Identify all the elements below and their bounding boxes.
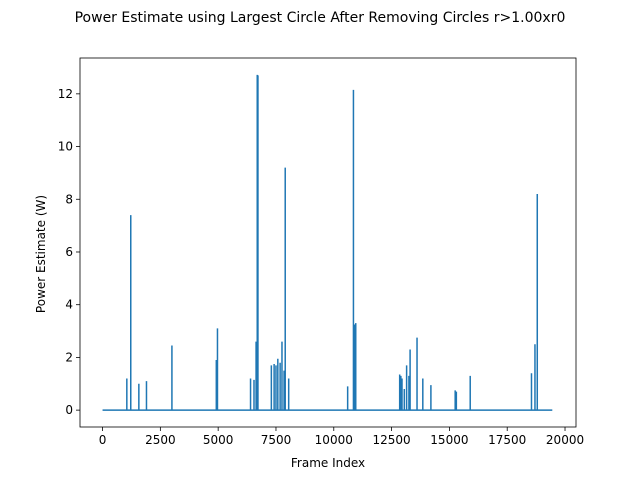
y-tick-label: 10 (58, 140, 73, 154)
x-tick-label: 12500 (372, 433, 410, 447)
y-tick-label: 0 (65, 403, 73, 417)
plot-frame (79, 57, 577, 428)
x-tick-label: 17500 (488, 433, 526, 447)
y-tick-label: 8 (65, 192, 73, 206)
series-layer (102, 74, 553, 411)
x-tick-label: 5000 (203, 433, 234, 447)
y-tick-label: 2 (65, 350, 73, 364)
series-line-0 (102, 74, 553, 411)
x-tick-label: 7500 (261, 433, 292, 447)
y-tick-label: 4 (65, 298, 73, 312)
x-tick-label: 15000 (430, 433, 468, 447)
y-axis-label: Power Estimate (W) (34, 195, 48, 313)
x-tick-label: 0 (99, 433, 107, 447)
y-tick-label: 12 (58, 87, 73, 101)
plot-area (79, 57, 577, 428)
x-axis-ticks: 0 2500 5000 7500 10000 12500 15000 17500 20000 (99, 427, 584, 447)
x-tick-label: 20000 (546, 433, 584, 447)
chart-title: Power Estimate using Largest Circle Afte… (75, 10, 566, 26)
x-axis-label: Frame Index (291, 456, 365, 470)
x-tick-label: 10000 (315, 433, 353, 447)
x-tick-label: 2500 (145, 433, 176, 447)
y-tick-label: 6 (65, 245, 73, 259)
y-axis-ticks: 0 2 4 6 8 10 12 (58, 87, 80, 417)
